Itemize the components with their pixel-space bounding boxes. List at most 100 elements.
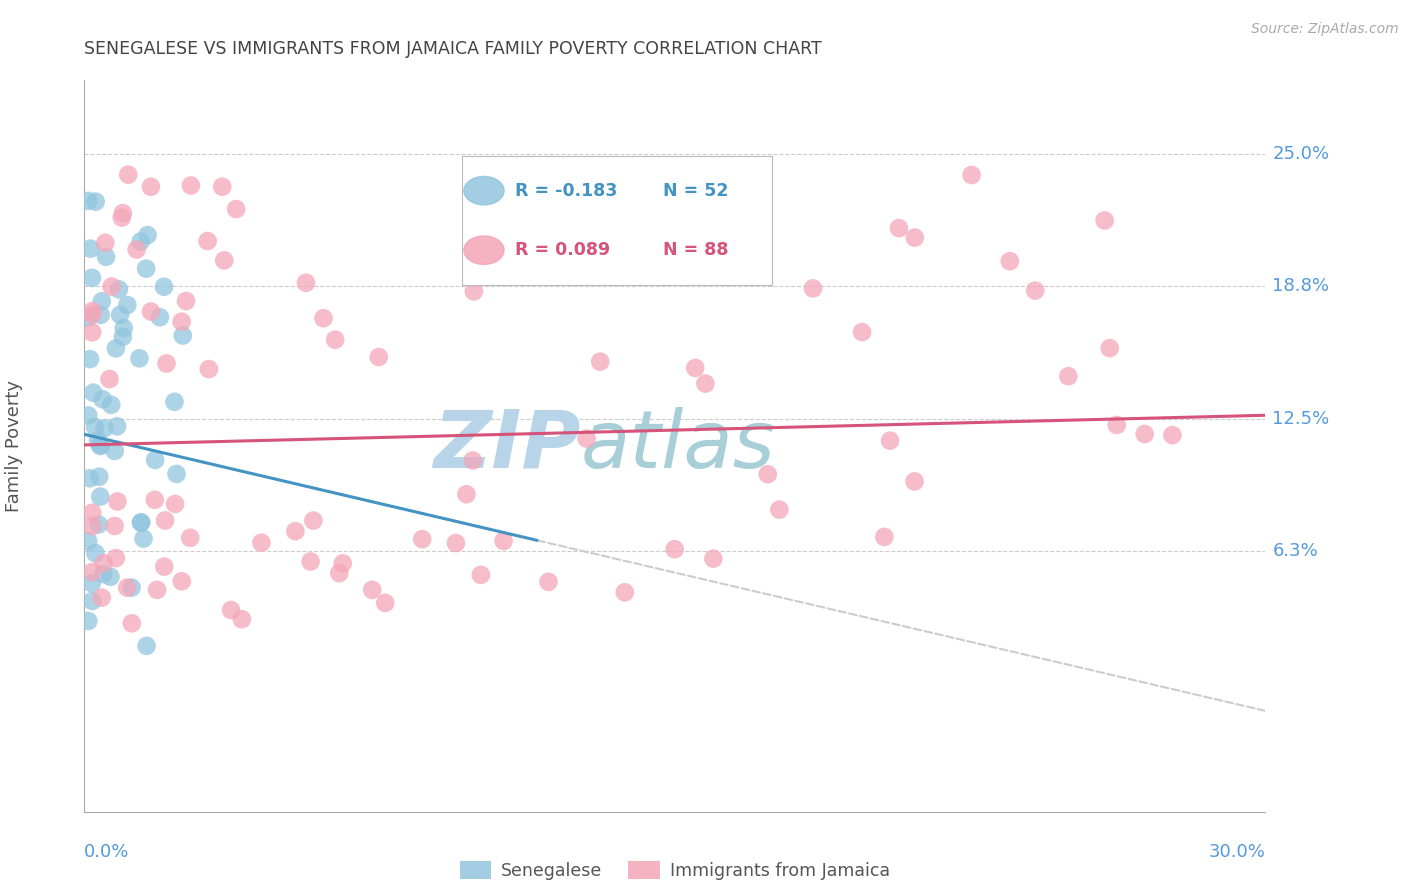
Point xyxy=(411,532,433,546)
Point xyxy=(90,308,112,322)
Point xyxy=(756,467,779,482)
Point xyxy=(1098,341,1121,355)
Point xyxy=(179,531,201,545)
Point xyxy=(77,534,100,549)
Point xyxy=(82,594,104,608)
Point xyxy=(129,516,152,530)
Point xyxy=(89,490,111,504)
Point xyxy=(91,392,114,407)
Point xyxy=(136,228,159,243)
Point xyxy=(1133,427,1156,442)
Text: 6.3%: 6.3% xyxy=(1272,542,1319,560)
Point xyxy=(82,326,104,340)
Point xyxy=(91,567,114,582)
Point xyxy=(174,293,197,308)
Point xyxy=(84,194,107,209)
Point xyxy=(94,250,117,264)
Point xyxy=(89,438,111,452)
Point xyxy=(93,421,115,435)
Point xyxy=(219,603,242,617)
Text: Family Poverty: Family Poverty xyxy=(6,380,22,512)
Point xyxy=(82,519,104,533)
Point xyxy=(135,261,157,276)
Point xyxy=(231,612,253,626)
Point xyxy=(1105,417,1128,432)
Point xyxy=(79,242,101,256)
Point xyxy=(1094,213,1116,227)
Point xyxy=(87,434,110,448)
Point xyxy=(748,260,770,275)
Point xyxy=(100,279,122,293)
Point xyxy=(111,211,134,225)
Point xyxy=(664,542,686,557)
Point xyxy=(80,576,103,591)
Point xyxy=(104,551,127,566)
Point xyxy=(90,294,112,309)
Text: 18.8%: 18.8% xyxy=(1272,277,1330,295)
Point xyxy=(90,439,112,453)
Point xyxy=(104,519,127,533)
Point xyxy=(295,276,318,290)
Point xyxy=(374,596,396,610)
Point xyxy=(77,614,100,628)
Text: 30.0%: 30.0% xyxy=(1209,843,1265,861)
Point xyxy=(121,581,143,595)
Text: N = 52: N = 52 xyxy=(664,182,728,200)
Text: atlas: atlas xyxy=(581,407,775,485)
Point xyxy=(79,471,101,485)
Point xyxy=(332,557,354,571)
Point xyxy=(125,243,148,257)
Point xyxy=(117,168,139,182)
Point xyxy=(132,532,155,546)
Point xyxy=(998,254,1021,268)
Point xyxy=(695,376,717,391)
Point xyxy=(117,298,139,312)
Text: R = 0.089: R = 0.089 xyxy=(515,241,610,260)
Point xyxy=(170,315,193,329)
Point xyxy=(155,357,177,371)
Point xyxy=(613,585,636,599)
Point xyxy=(146,582,169,597)
Text: Source: ZipAtlas.com: Source: ZipAtlas.com xyxy=(1251,22,1399,37)
Point xyxy=(463,285,485,299)
Point xyxy=(82,304,104,318)
Point xyxy=(683,360,706,375)
Point xyxy=(165,497,187,511)
Text: R = -0.183: R = -0.183 xyxy=(515,182,617,200)
Text: 25.0%: 25.0% xyxy=(1272,145,1330,163)
Point xyxy=(149,310,172,325)
Point xyxy=(904,230,927,244)
Point xyxy=(94,235,117,250)
Point xyxy=(84,420,107,434)
Point xyxy=(323,333,346,347)
Ellipse shape xyxy=(464,236,503,264)
Point xyxy=(492,533,515,548)
Point xyxy=(299,555,322,569)
Point xyxy=(108,308,131,322)
Text: SENEGALESE VS IMMIGRANTS FROM JAMAICA FAMILY POVERTY CORRELATION CHART: SENEGALESE VS IMMIGRANTS FROM JAMAICA FA… xyxy=(84,40,823,58)
Point xyxy=(284,524,307,538)
Point xyxy=(77,409,100,423)
Point xyxy=(302,514,325,528)
Point xyxy=(887,221,910,235)
Point xyxy=(98,372,121,386)
Point xyxy=(143,492,166,507)
Point xyxy=(197,234,219,248)
Point xyxy=(361,582,384,597)
Point xyxy=(851,325,873,339)
Point xyxy=(575,432,598,446)
Point xyxy=(211,179,233,194)
Point xyxy=(172,328,194,343)
Point xyxy=(873,530,896,544)
Point xyxy=(79,352,101,367)
Point xyxy=(104,444,127,458)
Point xyxy=(879,434,901,448)
Point xyxy=(77,194,100,208)
Text: N = 88: N = 88 xyxy=(664,241,728,260)
Point xyxy=(82,506,104,520)
Point xyxy=(100,570,122,584)
Point xyxy=(89,469,111,483)
Point xyxy=(537,574,560,589)
Point xyxy=(328,566,350,581)
Point xyxy=(153,514,176,528)
